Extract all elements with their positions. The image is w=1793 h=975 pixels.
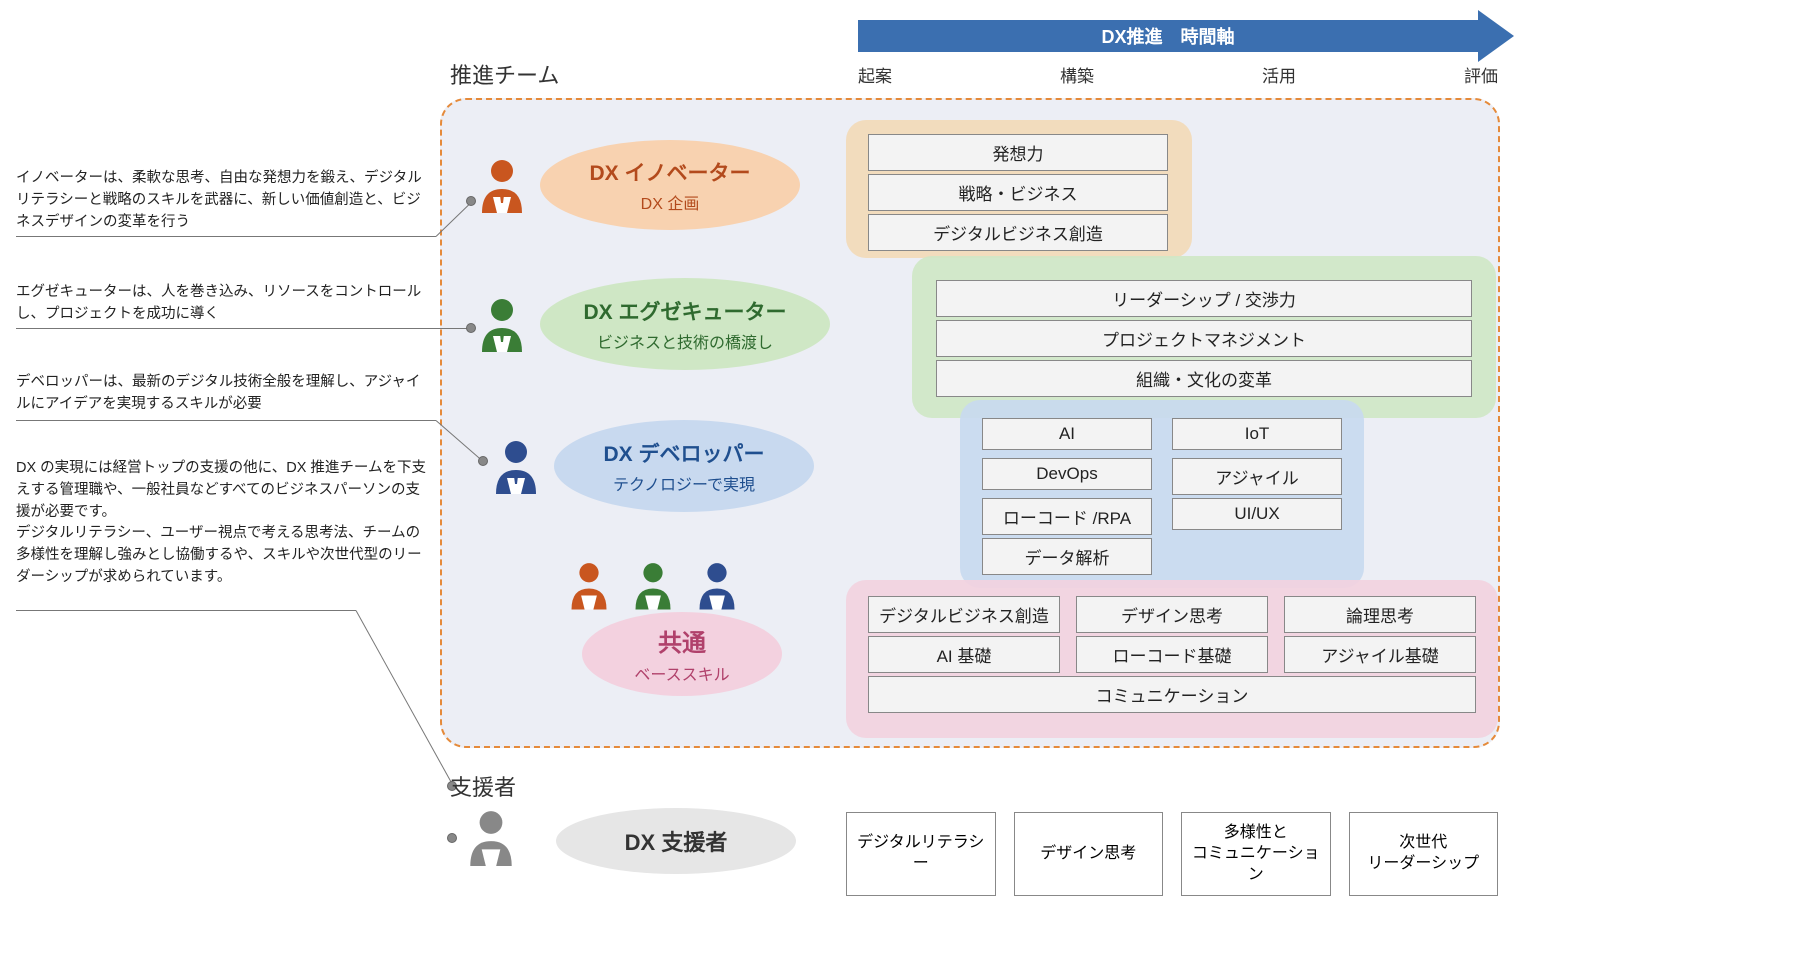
person-icon-small [568, 560, 610, 610]
person-icon-small [632, 560, 674, 610]
supporter-skill-box: デザイン思考 [1014, 812, 1164, 896]
role-subtitle: DX 企画 [641, 190, 700, 214]
role-executor: DX エグゼキューター ビジネスと技術の橋渡し [478, 278, 830, 370]
connector-line [16, 610, 356, 611]
desc-developer: デベロッパーは、最新のデジタル技術全般を理解し、アジャイルにアイデアを実現するス… [16, 372, 426, 416]
skill-box: UI/UX [1172, 498, 1342, 530]
timeline-phase-labels: 起案 構築 活用 評価 [858, 62, 1498, 87]
skill-box: 組織・文化の変革 [936, 360, 1472, 397]
skill-box: DevOps [982, 458, 1152, 490]
connector-line [16, 328, 468, 329]
connector-dot [466, 196, 476, 206]
timeline-arrowhead [1478, 10, 1514, 62]
phase-label: 構築 [1060, 62, 1094, 87]
role-oval-developer: DX デベロッパー テクノロジーで実現 [554, 420, 814, 512]
connector-dot [478, 456, 488, 466]
skill-box: 論理思考 [1284, 596, 1476, 633]
role-title: DX エグゼキューター [583, 296, 786, 326]
desc-common: DX の実現には経営トップの支援の他に、DX 推進チームを下支えする管理職や、一… [16, 458, 426, 589]
connector-dot [447, 833, 457, 843]
dx-skills-diagram: DX推進 時間軸 起案 構築 活用 評価 推進チーム イノベーターは、柔軟な思考… [0, 0, 1793, 975]
supporter-skill-text: 次世代 リーダーシップ [1367, 833, 1479, 875]
skill-box: プロジェクトマネジメント [936, 320, 1472, 357]
skill-box: ローコード基礎 [1076, 636, 1268, 673]
role-oval-executor: DX エグゼキューター ビジネスと技術の橋渡し [540, 278, 830, 370]
skill-box: AI 基礎 [868, 636, 1060, 673]
connector-line [356, 610, 454, 785]
role-title: DX イノベーター [589, 157, 750, 187]
common-people-group [568, 560, 738, 610]
connector-line [16, 236, 436, 237]
desc-executor: エグゼキューターは、人を巻き込み、リソースをコントロールし、プロジェクトを成功に… [16, 282, 426, 326]
skill-box: リーダーシップ / 交渉力 [936, 280, 1472, 317]
connector-line [16, 420, 436, 421]
role-innovator: DX イノベーター DX 企画 [478, 140, 800, 230]
role-subtitle: ベーススキル [634, 661, 729, 685]
skill-box: デジタルビジネス創造 [868, 596, 1060, 633]
skill-box: アジャイル基礎 [1284, 636, 1476, 673]
team-heading: 推進チーム [450, 58, 559, 90]
role-developer: DX デベロッパー テクノロジーで実現 [492, 420, 814, 512]
supporter-skill-text: 多様性と コミュニケーション [1186, 823, 1326, 885]
timeline-title: DX推進 時間軸 [1101, 23, 1234, 49]
skill-box: デジタルビジネス創造 [868, 214, 1168, 251]
role-title: DX デベロッパー [603, 438, 764, 468]
skill-box: デザイン思考 [1076, 596, 1268, 633]
role-oval-common: 共通 ベーススキル [582, 612, 782, 696]
skill-box: アジャイル [1172, 458, 1342, 495]
skill-box: AI [982, 418, 1152, 450]
desc-innovator: イノベーターは、柔軟な思考、自由な発想力を鍛え、デジタルリテラシーと戦略のスキル… [16, 168, 426, 233]
person-icon-executor [478, 296, 526, 352]
role-oval-innovator: DX イノベーター DX 企画 [540, 140, 800, 230]
supporter-heading: 支援者 [450, 770, 516, 802]
person-icon-innovator [478, 157, 526, 213]
skill-box: IoT [1172, 418, 1342, 450]
skill-box: 戦略・ビジネス [868, 174, 1168, 211]
supporter-skill-box: デジタルリテラシー [846, 812, 996, 896]
supporter-skill-box: 次世代 リーダーシップ [1349, 812, 1499, 896]
phase-label: 評価 [1464, 62, 1498, 87]
person-icon-supporter [466, 808, 516, 866]
skill-box: データ解析 [982, 538, 1152, 575]
timeline-bar: DX推進 時間軸 [858, 20, 1478, 52]
role-title: 共通 [658, 623, 706, 658]
supporter-skills-row: デジタルリテラシー デザイン思考 多様性と コミュニケーション 次世代 リーダー… [846, 812, 1498, 896]
role-subtitle: テクノロジーで実現 [613, 471, 755, 495]
skill-box: ローコード /RPA [982, 498, 1152, 535]
supporter-skill-text: デジタルリテラシー [851, 833, 991, 875]
supporter-skill-text: デザイン思考 [1040, 844, 1136, 865]
role-oval-supporter: DX 支援者 [556, 808, 796, 874]
person-icon-developer [492, 438, 540, 494]
supporter-skill-box: 多様性と コミュニケーション [1181, 812, 1331, 896]
role-title: DX 支援者 [625, 825, 728, 857]
person-icon-small [696, 560, 738, 610]
skill-box: 発想力 [868, 134, 1168, 171]
phase-label: 活用 [1262, 62, 1296, 87]
skill-box: コミュニケーション [868, 676, 1476, 713]
phase-label: 起案 [858, 62, 892, 87]
role-subtitle: ビジネスと技術の橋渡し [597, 329, 773, 353]
connector-dot [466, 323, 476, 333]
